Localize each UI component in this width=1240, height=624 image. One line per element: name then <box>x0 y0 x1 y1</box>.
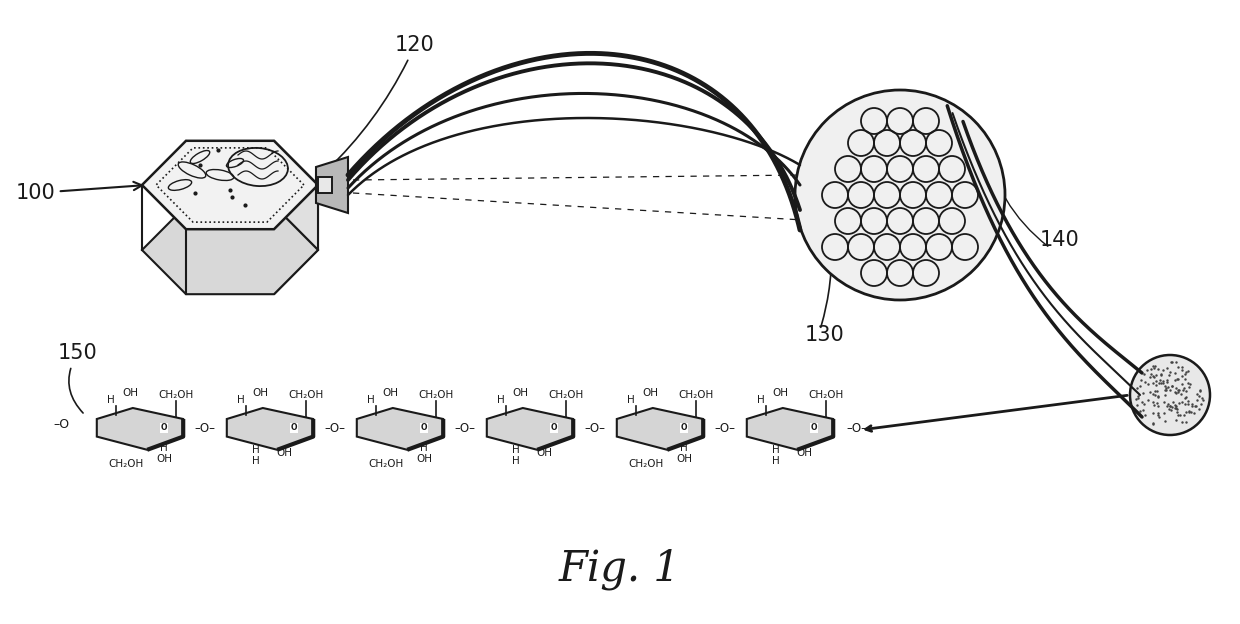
Text: 130: 130 <box>805 325 844 345</box>
Text: OH: OH <box>537 447 552 457</box>
Text: CH₂OH: CH₂OH <box>108 459 144 469</box>
Circle shape <box>795 90 1004 300</box>
Text: O: O <box>811 423 817 432</box>
Text: –O–: –O– <box>584 421 605 434</box>
Text: O: O <box>290 423 298 432</box>
Polygon shape <box>487 408 573 450</box>
Polygon shape <box>274 185 317 294</box>
Text: CH₂OH: CH₂OH <box>368 459 403 469</box>
Text: O: O <box>551 423 557 432</box>
Text: OH: OH <box>512 388 528 398</box>
Polygon shape <box>143 206 317 294</box>
Text: H: H <box>497 395 505 405</box>
Text: 140: 140 <box>1040 230 1080 250</box>
Text: H: H <box>367 395 374 405</box>
Text: Fig. 1: Fig. 1 <box>559 548 681 590</box>
Text: CH₂OH: CH₂OH <box>418 390 454 401</box>
Text: O: O <box>420 423 428 432</box>
Text: O: O <box>161 423 167 432</box>
Text: –O–: –O– <box>846 421 867 434</box>
Text: 120: 120 <box>326 35 435 171</box>
Text: H: H <box>237 395 246 405</box>
Text: CH₂OH: CH₂OH <box>159 390 193 401</box>
Text: –O–: –O– <box>714 421 735 434</box>
Polygon shape <box>97 408 184 450</box>
Polygon shape <box>616 408 703 450</box>
Text: OH: OH <box>253 388 268 398</box>
Text: H: H <box>108 395 115 405</box>
Text: OH: OH <box>676 454 692 464</box>
Text: O: O <box>681 423 687 432</box>
Text: CH₂OH: CH₂OH <box>548 390 584 401</box>
Text: –O: –O <box>53 419 69 432</box>
Text: CH₂OH: CH₂OH <box>808 390 843 401</box>
Text: H: H <box>420 443 428 453</box>
Text: OH: OH <box>382 388 398 398</box>
Text: H: H <box>512 456 520 466</box>
Text: CH₂OH: CH₂OH <box>289 390 324 401</box>
Text: OH: OH <box>773 388 789 398</box>
Text: –O–: –O– <box>455 421 475 434</box>
Text: OH: OH <box>123 388 139 398</box>
Polygon shape <box>143 141 317 229</box>
Text: H: H <box>252 446 259 456</box>
Text: OH: OH <box>415 454 432 464</box>
Text: H: H <box>680 443 688 453</box>
Text: –O–: –O– <box>195 421 216 434</box>
Text: OH: OH <box>156 454 172 464</box>
Text: H: H <box>758 395 765 405</box>
Text: 100: 100 <box>15 182 141 203</box>
Text: OH: OH <box>642 388 658 398</box>
Polygon shape <box>316 157 348 213</box>
Text: CH₂OH: CH₂OH <box>627 459 663 469</box>
Polygon shape <box>227 408 314 450</box>
Polygon shape <box>274 141 317 250</box>
Text: CH₂OH: CH₂OH <box>678 390 714 401</box>
Circle shape <box>1130 355 1210 435</box>
Text: OH: OH <box>796 447 812 457</box>
Bar <box>317 177 332 193</box>
Text: H: H <box>627 395 635 405</box>
Text: H: H <box>771 456 780 466</box>
Polygon shape <box>746 408 833 450</box>
Text: H: H <box>252 456 259 466</box>
Text: H: H <box>512 446 520 456</box>
Text: OH: OH <box>277 447 293 457</box>
Text: 150: 150 <box>58 343 98 413</box>
Text: H: H <box>160 443 167 453</box>
Polygon shape <box>357 408 443 450</box>
Text: H: H <box>771 446 780 456</box>
Text: –O–: –O– <box>325 421 346 434</box>
